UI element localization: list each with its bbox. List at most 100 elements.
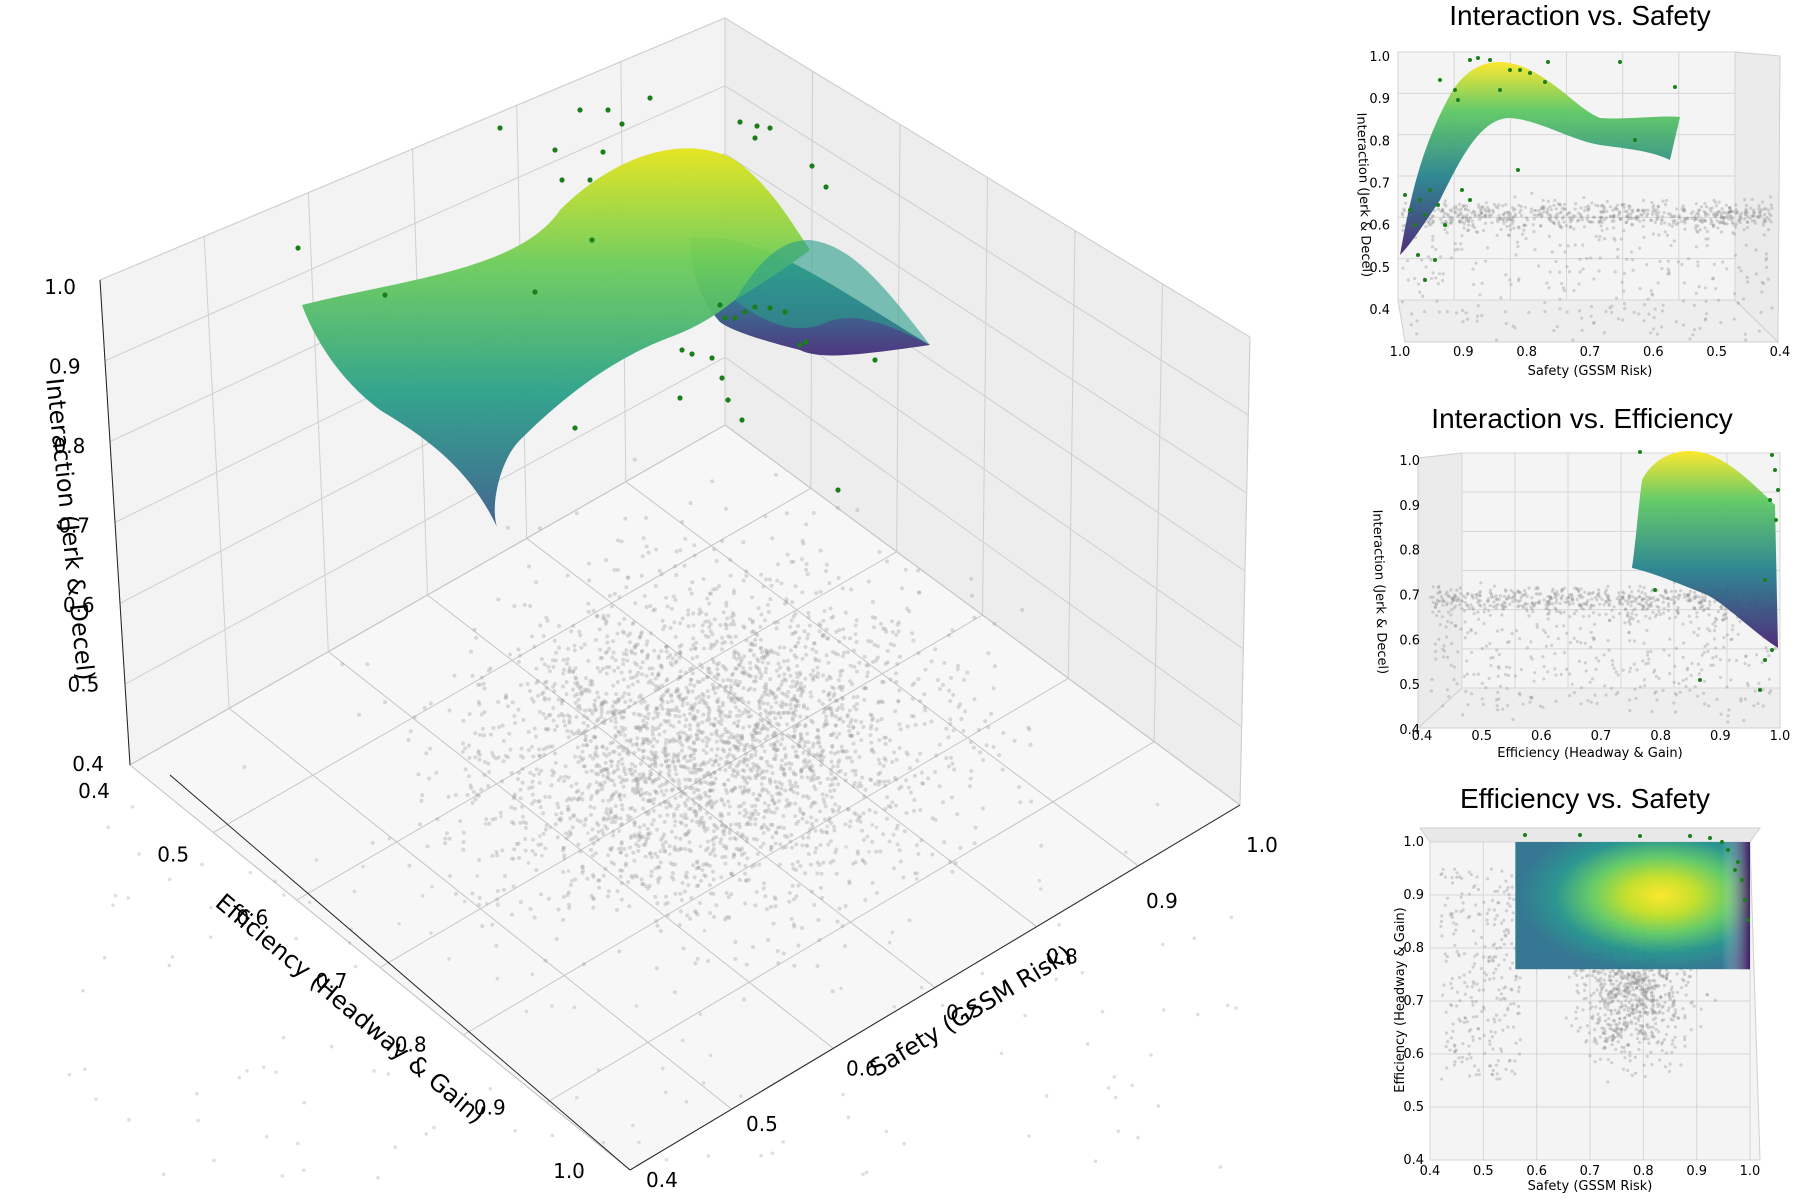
subplot2-gray-point: [1495, 648, 1498, 651]
main-gray-point: [698, 808, 702, 812]
main-gray-point: [840, 745, 844, 749]
subplot1-gray-point: [1569, 225, 1572, 228]
main-gray-point: [660, 789, 664, 793]
main-gray-point: [675, 549, 679, 553]
subplot2-gray-point: [1524, 602, 1527, 605]
subplot1-gray-point: [1622, 290, 1625, 293]
main-gray-point: [689, 806, 693, 810]
subplot2-gray-point: [1543, 665, 1546, 668]
main-gray-point: [740, 696, 744, 700]
main-gray-point: [745, 763, 749, 767]
subplot2-gray-point: [1507, 594, 1510, 597]
main-gray-point: [502, 888, 506, 892]
main-gray-point: [553, 728, 557, 732]
subplot1-gray-point: [1485, 201, 1488, 204]
main-gray-point: [617, 595, 621, 599]
subplot1-gray-point: [1654, 307, 1657, 310]
main-gray-point: [890, 760, 894, 764]
main-gray-point: [850, 760, 854, 764]
main-gray-point: [816, 734, 820, 738]
main-gray-point: [732, 769, 736, 773]
subplot1-gray-point: [1740, 212, 1743, 215]
main-gray-point: [869, 741, 873, 745]
main-gray-point: [599, 770, 603, 774]
subplot2-gray-point: [1537, 592, 1540, 595]
subplot1-gray-point: [1504, 203, 1507, 206]
main-gray-point: [777, 781, 781, 785]
subplot1-gray-point: [1635, 216, 1638, 219]
main-gray-point: [738, 878, 742, 882]
subplot1-gray-point: [1477, 304, 1480, 307]
subplot1-gray-point: [1712, 199, 1715, 202]
subplot2-gray-point: [1498, 653, 1501, 656]
subplot1-gray-point: [1574, 243, 1577, 246]
main-gray-point: [564, 764, 568, 768]
main-gray-point: [944, 756, 948, 760]
subplot1-gray-point: [1503, 216, 1506, 219]
main-gray-point: [529, 907, 533, 911]
subplot2-gray-point: [1668, 617, 1671, 620]
main-gray-point: [509, 805, 513, 809]
main-green-point: [872, 357, 877, 362]
main-gray-point: [594, 747, 598, 751]
main-gray-point: [633, 646, 637, 650]
main-gray-point: [707, 706, 711, 710]
main-gray-point: [829, 750, 833, 754]
main-gray-point: [704, 612, 708, 616]
main-gray-point: [549, 826, 553, 830]
subplot1-gray-point: [1597, 221, 1600, 224]
subplot2-gray-point: [1593, 623, 1596, 626]
subplot1-gray-point: [1621, 318, 1624, 321]
main-gray-point: [729, 762, 733, 766]
subplot2-gray-point: [1434, 650, 1437, 653]
subplot1-gray-point: [1558, 271, 1561, 274]
main-gray-point: [701, 623, 705, 627]
main-gray-point: [605, 672, 609, 676]
main-gray-point: [780, 758, 784, 762]
main-gray-point: [693, 554, 697, 558]
subplot1-gray-point: [1474, 262, 1477, 265]
main-gray-point: [571, 624, 575, 628]
main-gray-point: [767, 791, 771, 795]
main-gray-point: [768, 689, 772, 693]
main-gray-point: [458, 819, 462, 823]
main-gray-point: [521, 718, 525, 722]
main-gray-point: [615, 631, 619, 635]
main-gray-point: [631, 779, 635, 783]
main-gray-point: [682, 713, 686, 717]
subplot2-gray-point: [1628, 620, 1631, 623]
main-gray-point: [933, 647, 937, 651]
main-gray-point: [1196, 1013, 1200, 1017]
subplot1-gray-point: [1704, 318, 1707, 321]
main-gray-point: [681, 881, 685, 885]
main-gray-point: [504, 695, 508, 699]
subplot1-gray-point: [1401, 213, 1404, 216]
main-gray-point: [774, 830, 778, 834]
main-gray-point: [715, 667, 719, 671]
main-gray-point: [629, 771, 633, 775]
subplot1-gray-point: [1767, 278, 1770, 281]
main-gray-point: [594, 764, 598, 768]
main-gray-point: [695, 737, 699, 741]
subplot2-gray-point: [1700, 668, 1703, 671]
subplot1-gray-point: [1513, 195, 1516, 198]
main-gray-point: [781, 711, 785, 715]
main-gray-point: [653, 895, 657, 899]
main-gray-point: [635, 663, 639, 667]
subplot1-gray-point: [1550, 208, 1553, 211]
main-gray-point: [819, 872, 823, 876]
subplot1-gray-point: [1612, 226, 1615, 229]
subplot2-gray-point: [1747, 684, 1750, 687]
main-gray-point: [668, 653, 672, 657]
subplot1-gray-point: [1683, 228, 1686, 231]
subplot1-gray-point: [1439, 255, 1442, 258]
main-gray-point: [607, 813, 611, 817]
main-gray-point: [477, 794, 481, 798]
main-gray-point: [898, 655, 902, 659]
subplot1-gray-point: [1678, 217, 1681, 220]
main-gray-point: [530, 745, 534, 749]
main-gray-point: [831, 694, 835, 698]
main-gray-point: [704, 874, 708, 878]
main-gray-point: [773, 744, 777, 748]
subplot2-gray-point: [1618, 612, 1621, 615]
